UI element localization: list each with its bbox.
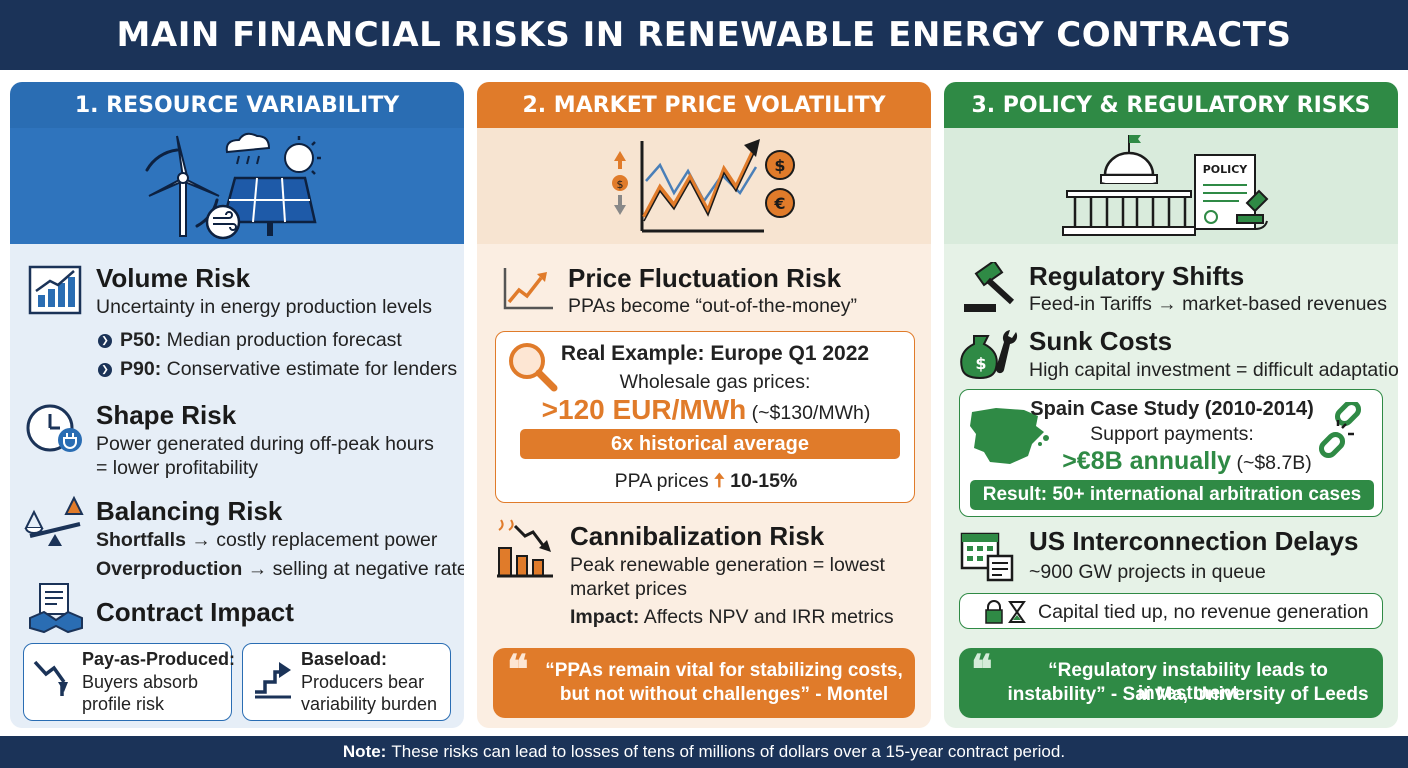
balancing-risk-title: Balancing Risk	[96, 496, 283, 526]
bullet-arrow-icon: ❯	[98, 333, 112, 348]
step-up-arrow-icon	[255, 662, 291, 699]
up-arrow-icon: 🠅	[714, 470, 725, 492]
title-bar: MAIN FINANCIAL RISKS IN RENEWABLE ENERGY…	[0, 0, 1408, 70]
clock-plug-icon	[26, 404, 82, 452]
broken-chain-icon	[1318, 402, 1362, 459]
pay-as-produced-label: Pay-as-Produced:	[82, 649, 236, 669]
page-title: MAIN FINANCIAL RISKS IN RENEWABLE ENERGY…	[116, 15, 1292, 55]
svg-text:$: $	[617, 178, 624, 191]
us-interconnection-desc: ~900 GW projects in queue	[1029, 561, 1266, 583]
historical-average-banner: 6x historical average	[520, 429, 900, 459]
cannibalization-line1: Peak renewable generation = lowest	[570, 554, 885, 576]
example-price-line: >120 EUR/MWh (~$130/MWh)	[496, 394, 916, 429]
spain-payment-value: >€8B annually	[1062, 447, 1232, 475]
capitol-policy-icon: POLICY	[1062, 135, 1269, 236]
shape-risk-title: Shape Risk	[96, 400, 237, 430]
magnifier-icon	[509, 343, 558, 392]
spain-payment-usd: (~$8.7B)	[1236, 452, 1312, 474]
contract-impact-title: Contract Impact	[96, 597, 294, 627]
spain-case-box: Spain Case Study (2010-2014) Support pay…	[959, 389, 1383, 517]
quote-mark-icon: ❝	[507, 648, 529, 692]
handshake-document-icon	[29, 583, 83, 634]
quote-line2: but not without challenges” - Montel	[559, 684, 889, 705]
pay-as-produced-line1: Buyers absorb	[82, 672, 199, 692]
shape-risk-line2: = lower profitability	[96, 457, 259, 479]
panel-header: 1. RESOURCE VARIABILITY	[10, 82, 464, 128]
pay-as-produced-box: Pay-as-Produced: Buyers absorb profile r…	[23, 643, 236, 721]
quote-line1: “Regulatory instability leads to investm…	[1048, 660, 1328, 704]
p90-bullet: ❯ P90: Conservative estimate for lenders	[98, 358, 457, 381]
price-fluctuation-desc: PPAs become “out-of-the-money”	[568, 295, 858, 317]
arbitration-result-banner: Result: 50+ international arbitration ca…	[970, 480, 1374, 510]
shape-risk-line1: Power generated during off-peak hours	[96, 433, 434, 455]
sai-ma-quote: ❝ “Regulatory instability leads to inves…	[959, 648, 1383, 718]
panel-header: 3. POLICY & REGULATORY RISKS	[944, 82, 1398, 128]
regulatory-shifts-title: Regulatory Shifts	[1029, 261, 1245, 291]
pay-as-produced-line2: profile risk	[82, 694, 165, 714]
spain-payment-line: >€8B annually (~$8.7B)	[960, 446, 1384, 478]
spain-support-label: Support payments:	[1090, 423, 1254, 445]
spain-title: Spain Case Study (2010-2014)	[1030, 398, 1314, 420]
svg-text:POLICY: POLICY	[1203, 163, 1249, 176]
calendar-document-icon	[960, 532, 1014, 582]
quote-line2: instability” - Sai Ma, University of Lee…	[1007, 684, 1369, 705]
gavel-icon	[964, 262, 1015, 312]
ppa-price-line: PPA prices 🠅 10-15%	[614, 470, 798, 492]
price-fluctuation-title: Price Fluctuation Risk	[568, 263, 842, 293]
overproduction-line: Overproduction → selling at negative rat…	[96, 558, 464, 580]
footer-note: Note: These risks can lead to losses of …	[0, 736, 1408, 768]
baseload-line1: Producers bear	[301, 672, 425, 692]
policy-illustration: POLICY	[944, 128, 1398, 244]
volume-risk-title: Volume Risk	[96, 263, 251, 293]
regulatory-shifts-desc: Feed-in Tariffs → market-based revenues	[1029, 293, 1388, 315]
downward-trend-arrow-icon	[33, 660, 68, 696]
note-text: These risks can lead to losses of tens o…	[391, 742, 1066, 761]
capital-tied-text: Capital tied up, no revenue generation	[1038, 601, 1369, 623]
price-chart-illustration: $ $ €	[477, 128, 931, 244]
sunk-costs-desc: High capital investment = difficult adap…	[1029, 359, 1398, 381]
example-title: Real Example: Europe Q1 2022	[560, 342, 870, 365]
note-label: Note:	[342, 742, 387, 761]
factory-decline-icon	[497, 519, 553, 578]
bar-chart-icon	[28, 265, 82, 315]
market-price-volatility-panel: 2. MARKET PRICE VOLATILITY $ $ € Price F…	[477, 82, 931, 728]
spain-map-icon	[970, 408, 1049, 464]
baseload-label: Baseload:	[301, 649, 388, 669]
resource-variability-panel: 1. RESOURCE VARIABILITY	[10, 82, 464, 728]
baseload-line2: variability burden	[301, 694, 438, 714]
volume-risk-desc: Uncertainty in energy production levels	[96, 296, 433, 318]
svg-text:€: €	[773, 194, 785, 213]
montel-quote: ❝ “PPAs remain vital for stabilizing cos…	[493, 648, 915, 718]
example-gas-label: Wholesale gas prices:	[619, 371, 811, 393]
wind-solar-icon	[145, 132, 321, 240]
gas-price-value: >120 EUR/MWh	[541, 394, 747, 425]
volatile-price-chart-icon: $ $ €	[612, 139, 795, 233]
quote-mark-icon: ❝	[971, 648, 993, 692]
sunk-costs-title: Sunk Costs	[1029, 326, 1173, 356]
baseload-box: Baseload: Producers bear variability bur…	[242, 643, 451, 721]
svg-text:$: $	[975, 354, 986, 373]
line-chart-icon	[503, 268, 553, 310]
shortfalls-line: Shortfalls → costly replacement power	[96, 529, 438, 551]
impact-line: Impact: Affects NPV and IRR metrics	[570, 606, 894, 628]
bullet-arrow-icon: ❯	[98, 362, 112, 377]
gas-price-usd: (~$130/MWh)	[751, 402, 871, 424]
panel-header: 2. MARKET PRICE VOLATILITY	[477, 82, 931, 128]
cannibalization-title: Cannibalization Risk	[570, 521, 825, 551]
money-bag-wrench-icon: $	[960, 330, 1018, 380]
balance-scale-icon	[24, 495, 84, 546]
renewables-illustration	[10, 128, 464, 244]
cannibalization-line2: market prices	[570, 578, 688, 600]
us-interconnection-title: US Interconnection Delays	[1029, 526, 1359, 556]
europe-example-box: Real Example: Europe Q1 2022 Wholesale g…	[495, 331, 915, 503]
capital-tied-box: Capital tied up, no revenue generation	[959, 593, 1383, 629]
quote-line1: “PPAs remain vital for stabilizing costs…	[545, 660, 903, 681]
lock-hourglass-icon	[985, 600, 1026, 624]
policy-regulatory-panel: 3. POLICY & REGULATORY RISKS POLICY	[944, 82, 1398, 728]
p50-bullet: ❯ P50: Median production forecast	[98, 329, 402, 352]
svg-text:$: $	[774, 156, 785, 175]
